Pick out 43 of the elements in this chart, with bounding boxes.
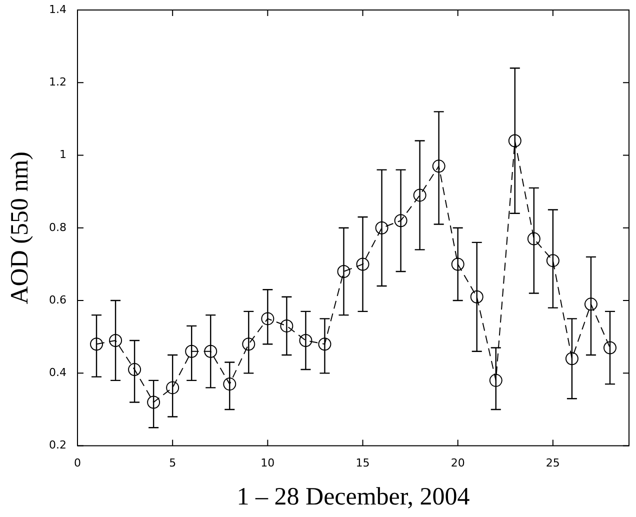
point (299, 334, 312, 347)
point (204, 344, 218, 358)
x-tick-label: 25 (546, 456, 560, 470)
y-tick-label: 1.4 (48, 2, 66, 16)
point (603, 341, 616, 354)
y-tick-label: 0.8 (48, 220, 66, 234)
x-tick-label: 0 (74, 456, 81, 470)
point (546, 254, 560, 268)
point (432, 160, 446, 173)
point (90, 338, 104, 351)
x-tick-label: 20 (450, 456, 465, 470)
x-tick-label: 10 (260, 456, 275, 470)
point (527, 232, 540, 246)
x-tick-label: 15 (356, 456, 370, 470)
point (261, 312, 274, 326)
point (375, 221, 388, 234)
point (147, 396, 160, 409)
point (166, 381, 180, 394)
point (565, 352, 578, 366)
point (508, 134, 522, 148)
point (109, 334, 122, 347)
point (470, 290, 484, 304)
y-tick-label: 1.2 (48, 75, 66, 88)
point (451, 258, 464, 271)
point (223, 378, 236, 391)
point (489, 374, 502, 387)
x-tick-label: 5 (169, 456, 176, 470)
y-tick-label: 0.4 (48, 366, 66, 380)
y-tick-label: 0.6 (48, 293, 66, 306)
point (280, 319, 294, 332)
point (128, 363, 142, 376)
x-axis-title: 1 – 28 December, 2004 (236, 484, 470, 511)
point (318, 338, 332, 351)
point (584, 298, 598, 311)
point (242, 338, 256, 351)
point (185, 344, 198, 358)
point (337, 264, 350, 278)
y-tick-label: 0.2 (48, 438, 66, 452)
y-axis-title: AOD (550 nm) (6, 152, 34, 304)
point (356, 258, 370, 271)
point (413, 188, 426, 202)
point (394, 214, 408, 228)
y-tick-label: 1 (59, 148, 66, 162)
